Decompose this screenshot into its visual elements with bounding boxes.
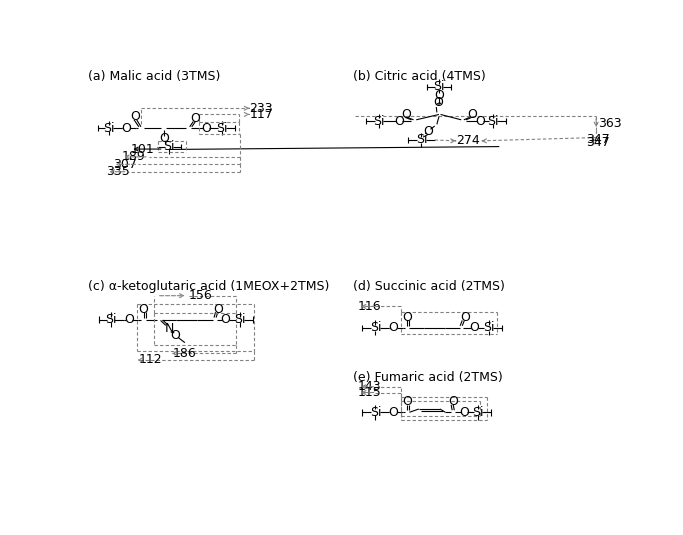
Text: O: O	[402, 395, 412, 409]
Text: Si: Si	[487, 114, 499, 127]
Text: 115: 115	[358, 386, 382, 399]
Text: O: O	[459, 406, 469, 419]
Text: Si: Si	[483, 322, 494, 334]
Text: Si: Si	[105, 313, 117, 326]
Text: N: N	[165, 322, 173, 335]
Text: O: O	[467, 108, 477, 121]
Text: O: O	[448, 395, 458, 409]
Text: Si: Si	[234, 313, 246, 326]
Text: 347: 347	[585, 136, 609, 149]
Text: 112: 112	[138, 354, 162, 366]
Text: O: O	[171, 329, 180, 342]
Text: 347: 347	[585, 133, 609, 146]
Text: O: O	[434, 96, 443, 110]
Text: 274: 274	[456, 134, 479, 147]
Text: O: O	[423, 125, 433, 138]
Text: O: O	[389, 406, 398, 419]
Text: 335: 335	[107, 165, 130, 178]
Text: (e) Fumaric acid (2TMS): (e) Fumaric acid (2TMS)	[352, 371, 503, 384]
Text: O: O	[389, 322, 398, 334]
Text: (b) Citric acid (4TMS): (b) Citric acid (4TMS)	[352, 71, 486, 83]
Text: O: O	[394, 114, 404, 127]
Text: 233: 233	[249, 102, 273, 115]
Text: 189: 189	[122, 150, 145, 163]
Text: O: O	[213, 303, 223, 316]
Text: Si: Si	[217, 121, 227, 134]
Text: O: O	[191, 112, 200, 125]
Text: 116: 116	[358, 300, 382, 313]
Text: (d) Succinic acid (2TMS): (d) Succinic acid (2TMS)	[352, 280, 505, 294]
Text: 143: 143	[358, 380, 382, 393]
Text: Si: Si	[103, 121, 115, 134]
Text: Si: Si	[370, 406, 381, 419]
Text: 101: 101	[130, 142, 154, 156]
Text: 186: 186	[173, 347, 197, 360]
Text: (c) α-ketoglutaric acid (1MEOX+2TMS): (c) α-ketoglutaric acid (1MEOX+2TMS)	[88, 280, 329, 294]
Text: O: O	[201, 121, 211, 134]
Text: O: O	[139, 303, 148, 316]
Text: Si: Si	[416, 134, 428, 147]
Text: Si: Si	[473, 406, 484, 419]
Text: Si: Si	[163, 140, 175, 153]
Text: O: O	[469, 322, 479, 334]
Text: O: O	[434, 89, 444, 102]
Text: O: O	[401, 108, 411, 121]
Text: Si: Si	[370, 322, 381, 334]
Text: 363: 363	[598, 117, 622, 129]
Text: 156: 156	[189, 289, 212, 302]
Text: O: O	[402, 311, 412, 324]
Text: 307: 307	[113, 158, 137, 171]
Text: Si: Si	[374, 114, 385, 127]
Text: O: O	[460, 311, 471, 324]
Text: 117: 117	[249, 108, 273, 121]
Text: O: O	[124, 313, 134, 326]
Text: O: O	[475, 114, 485, 127]
Text: O: O	[130, 110, 141, 124]
Text: (a) Malic acid (3TMS): (a) Malic acid (3TMS)	[88, 71, 221, 83]
Text: O: O	[158, 132, 169, 145]
Text: O: O	[122, 121, 132, 134]
Text: O: O	[221, 313, 231, 326]
Text: Si: Si	[433, 80, 445, 93]
